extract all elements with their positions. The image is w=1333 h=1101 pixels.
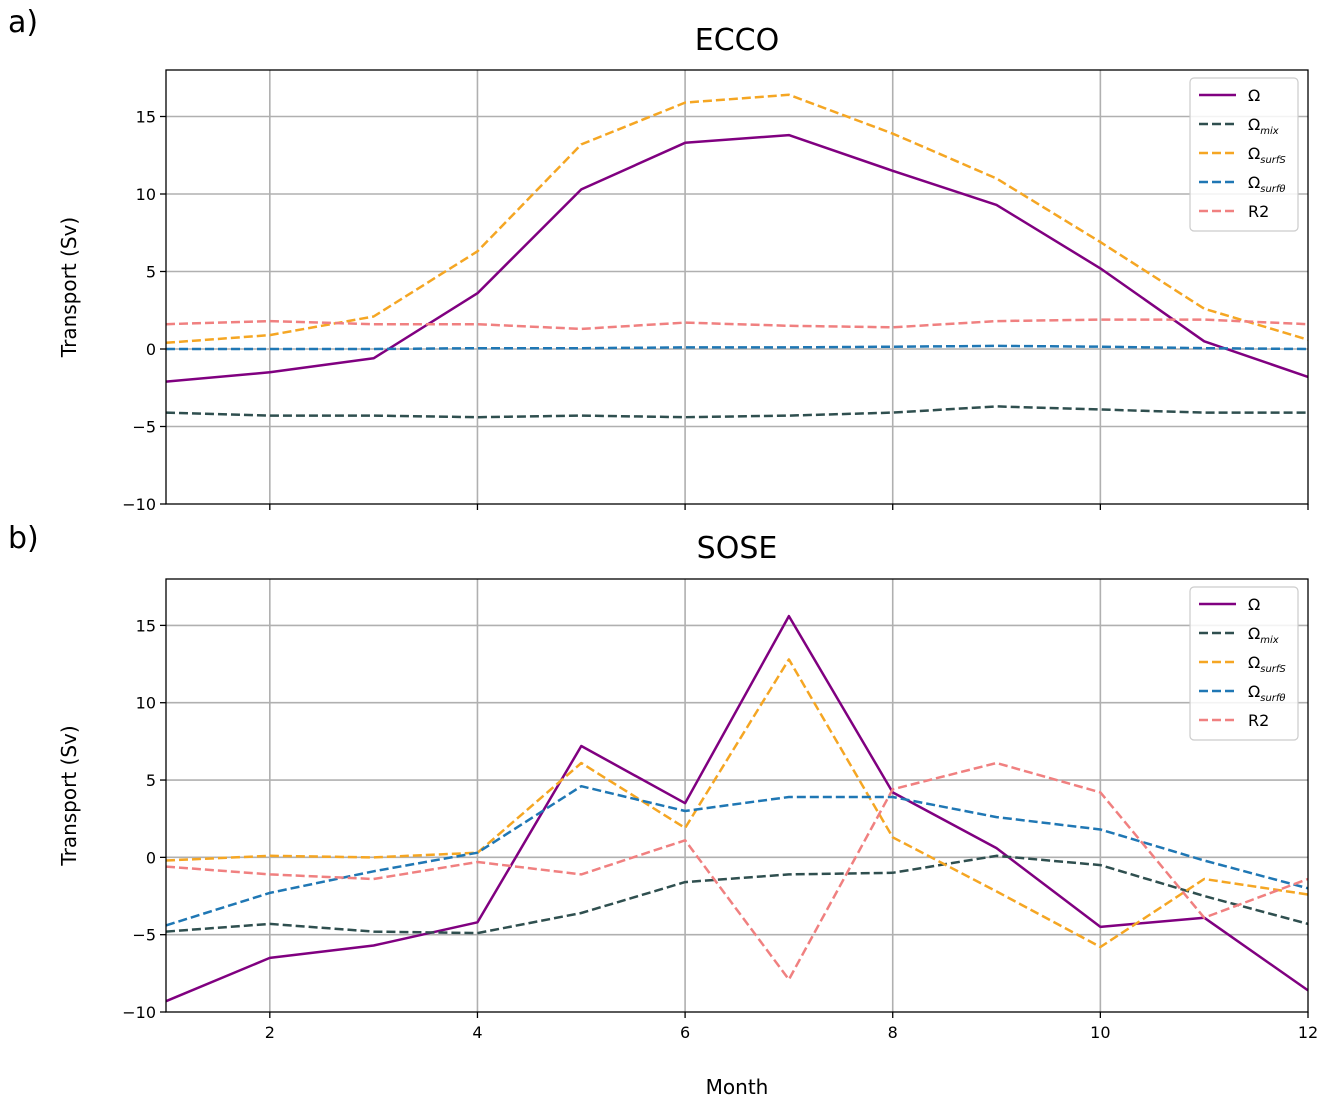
grid (166, 70, 1308, 504)
y-axis-label: Transport (Sv) (57, 725, 81, 866)
x-axis-label: Month (706, 1075, 769, 1099)
series-line-omega (165, 614, 1309, 1003)
y-tick-label: 5 (146, 771, 156, 790)
x-tick-label: 4 (472, 1023, 482, 1042)
y-tick-label: 0 (146, 340, 156, 359)
y-tick-label: 15 (136, 616, 156, 635)
series-line-omega-mix (165, 405, 1308, 419)
y-axis-label: Transport (Sv) (57, 217, 81, 358)
series-line-omega-surf-s (165, 93, 1309, 345)
y-tick-label: 10 (136, 185, 156, 204)
y-tick-label: 5 (146, 263, 156, 282)
plot-frame (165, 578, 1309, 1013)
sose-chart: SOSE −10 −5 0 5 10 15 2 4 6 8 10 12 Transport (Sv) Ω Ωm… (57, 531, 1318, 1042)
y-axis: −10 −5 0 5 10 15 (122, 108, 166, 514)
legend-label: Ω (1248, 86, 1260, 105)
chart-title: ECCO (695, 23, 779, 58)
legend-label: Ωmix (1248, 115, 1279, 137)
series-line-omega-surf-s (165, 658, 1309, 949)
y-tick-label: −5 (132, 926, 156, 945)
legend-label: ΩsurfS (1248, 653, 1286, 675)
series-group (165, 614, 1309, 1003)
y-axis: −10 −5 0 5 10 15 (122, 616, 166, 1022)
x-axis: 2 4 6 8 10 12 (265, 1012, 1318, 1042)
x-tick-label: 6 (680, 1023, 690, 1042)
series-line-omega-mix (165, 854, 1309, 935)
y-tick-label: −10 (122, 1003, 156, 1022)
series-line-r2 (165, 761, 1309, 981)
legend-box (1189, 77, 1299, 232)
x-axis (269, 504, 1309, 510)
legend-label: Ωmix (1248, 624, 1279, 646)
legend-label: ΩsurfS (1248, 144, 1286, 166)
series-line-omega-surf-theta (166, 344, 1309, 351)
series-group (165, 93, 1309, 419)
plot-frame (165, 69, 1309, 505)
y-tick-label: 15 (136, 108, 156, 127)
legend-box (1189, 586, 1299, 741)
legend-label: R2 (1248, 202, 1269, 221)
legend-label: Ω (1248, 595, 1260, 614)
y-tick-label: 0 (146, 848, 156, 867)
x-tick-label: 10 (1090, 1023, 1110, 1042)
panel-label-a: a) (8, 5, 38, 40)
series-line-omega-surf-theta (165, 784, 1309, 927)
x-tick-label: 12 (1298, 1023, 1318, 1042)
legend-label: R2 (1248, 711, 1269, 730)
y-tick-label: −10 (122, 495, 156, 514)
legend: Ω Ωmix ΩsurfS Ωsurfθ R2 (1189, 586, 1299, 741)
chart-title: SOSE (697, 531, 778, 566)
legend-label: Ωsurfθ (1248, 682, 1286, 704)
x-tick-label: 8 (888, 1023, 898, 1042)
panel-label-b: b) (8, 521, 39, 556)
legend: Ω Ωmix ΩsurfS Ωsurfθ R2 (1189, 77, 1299, 232)
ecco-chart: ECCO −10 −5 0 5 10 15 Transport (Sv) Ω Ωmix ΩsurfS… (57, 23, 1309, 514)
y-tick-label: 10 (136, 694, 156, 713)
legend-label: Ωsurfθ (1248, 173, 1286, 195)
series-line-omega (165, 133, 1309, 383)
grid (166, 579, 1308, 1012)
x-tick-label: 2 (265, 1023, 275, 1042)
y-tick-label: −5 (132, 418, 156, 437)
series-line-r2 (165, 318, 1309, 331)
